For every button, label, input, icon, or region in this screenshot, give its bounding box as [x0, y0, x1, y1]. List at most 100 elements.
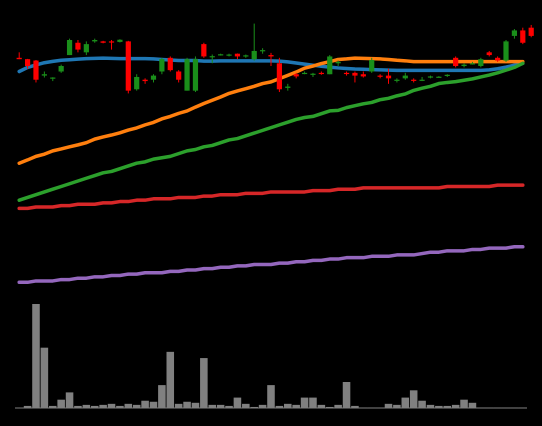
candle-body	[293, 74, 299, 77]
candle	[528, 24, 534, 38]
moving-average-line	[17, 56, 525, 165]
candle	[209, 54, 215, 64]
candle	[385, 68, 392, 84]
volume-bar	[460, 399, 468, 408]
candle-body	[360, 74, 366, 77]
candle-body	[318, 72, 324, 75]
candle-body	[125, 41, 131, 91]
candle-body	[486, 52, 492, 56]
candle	[33, 60, 39, 83]
candle-body	[251, 50, 257, 60]
candle-body	[369, 60, 375, 72]
volume-bar	[300, 397, 309, 408]
candle	[100, 40, 106, 44]
candle-body	[276, 63, 282, 90]
volume-bar	[284, 403, 292, 408]
candle-body	[167, 57, 173, 71]
candle-body	[436, 76, 442, 78]
candle-body	[41, 74, 47, 76]
volume-bar	[82, 404, 91, 408]
candle-body	[234, 53, 241, 57]
candle	[276, 57, 282, 93]
candle	[24, 58, 31, 69]
candle	[444, 74, 450, 77]
volume-bar	[292, 404, 300, 408]
volume-bar	[200, 358, 208, 408]
candle-body	[478, 59, 484, 67]
candle	[486, 50, 492, 57]
moving-average-line	[17, 61, 525, 202]
candle-body	[66, 40, 73, 56]
volume-bar	[149, 401, 158, 408]
candle	[192, 56, 199, 93]
candle-body	[394, 79, 400, 81]
candle	[159, 57, 165, 75]
candle-body	[335, 61, 341, 64]
candle-body	[343, 72, 350, 75]
volume-bar	[468, 402, 477, 408]
candle-body	[285, 86, 291, 88]
candle-body	[184, 59, 190, 91]
candle	[201, 42, 207, 58]
candle-body	[201, 44, 207, 57]
candle-body	[301, 72, 308, 75]
volume-bar	[317, 404, 326, 408]
candle	[394, 78, 400, 83]
moving-average-line	[17, 244, 525, 285]
volume-bar	[451, 404, 460, 408]
candle-body	[260, 50, 266, 52]
volume-bar	[23, 405, 32, 408]
candle-body	[461, 64, 467, 67]
candle	[134, 74, 140, 91]
candle	[495, 56, 501, 62]
candle	[251, 23, 257, 61]
candle-body	[520, 30, 526, 43]
candle-body	[58, 66, 64, 72]
candle-body	[411, 79, 417, 81]
candle-body	[427, 76, 434, 78]
candle	[150, 74, 157, 83]
candle-body	[352, 72, 358, 76]
volume-bar	[216, 404, 225, 408]
volume-bar	[208, 404, 217, 408]
candle-body	[444, 74, 450, 76]
candle-body	[310, 73, 316, 75]
volume-bar	[174, 403, 183, 408]
candle	[285, 83, 291, 91]
candle	[75, 40, 81, 53]
candle	[167, 56, 173, 72]
candle	[125, 40, 131, 94]
candle	[50, 77, 56, 82]
candle	[108, 40, 115, 50]
volume-bar	[334, 404, 342, 408]
volume-bar	[141, 400, 149, 408]
volume-bar	[435, 405, 443, 408]
candle-body	[108, 41, 115, 43]
volume-bar	[418, 400, 426, 408]
candle	[301, 71, 308, 75]
candle-body	[117, 39, 123, 42]
candle	[411, 78, 417, 83]
candle	[142, 78, 148, 84]
candle	[478, 57, 484, 68]
candle	[335, 60, 341, 67]
volume-bar	[258, 404, 267, 408]
candle	[260, 48, 266, 54]
candle	[243, 54, 249, 58]
candle-body	[377, 75, 383, 77]
volume-bar	[443, 405, 452, 408]
candle-body	[268, 55, 274, 57]
volume-bar	[183, 401, 191, 408]
volume-bar	[342, 382, 351, 408]
candle-body	[218, 54, 224, 56]
candle-body	[402, 75, 408, 79]
candle-body	[33, 60, 39, 80]
candle-body	[192, 59, 199, 91]
candle-body	[75, 42, 81, 50]
candle-body	[24, 59, 31, 67]
candle-body	[16, 57, 22, 60]
candle-body	[176, 71, 182, 80]
candle	[369, 57, 375, 73]
moving-average-line	[17, 183, 525, 211]
